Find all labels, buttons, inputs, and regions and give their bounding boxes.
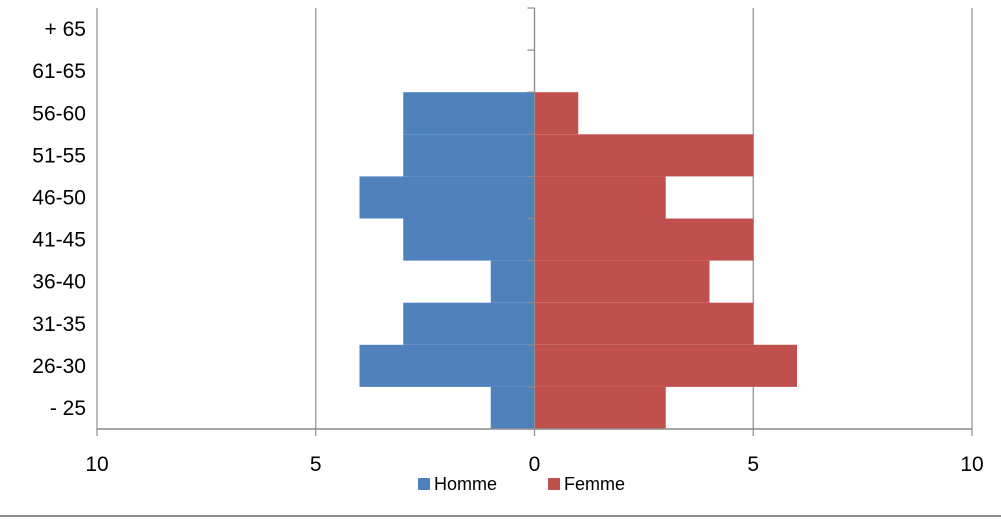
bars — [359, 92, 797, 429]
y-tick-label-0: - 25 — [50, 397, 86, 420]
y-tick-label-7: 56-60 — [32, 102, 86, 125]
y-tick-label-9: + 65 — [45, 18, 86, 41]
legend-label-femme: Femme — [564, 474, 625, 494]
bar-femme-6 — [534, 134, 754, 177]
bar-homme-2 — [403, 302, 535, 345]
y-tick-label-6: 51-55 — [32, 144, 86, 167]
bar-femme-4 — [534, 218, 754, 261]
bar-femme-7 — [534, 92, 579, 135]
bar-homme-7 — [403, 92, 535, 135]
axes: 10 5 0 5 10 - 25 26-30 31-35 36-40 41-45 46-50 51-5… — [32, 7, 984, 476]
y-tick-label-1: 26-30 — [32, 355, 86, 378]
x-tick-label-4: 10 — [960, 453, 983, 476]
y-tick-label-4: 41-45 — [32, 229, 86, 252]
bar-homme-4 — [403, 218, 535, 261]
x-tick-label-2: 0 — [529, 453, 541, 476]
y-tick-label-3: 36-40 — [32, 271, 86, 294]
bar-femme-2 — [534, 302, 754, 345]
x-tick-label-0: 10 — [85, 453, 108, 476]
bar-homme-0 — [490, 386, 535, 429]
legend-label-homme: Homme — [434, 474, 497, 494]
x-tick-label-1: 5 — [310, 453, 322, 476]
bar-homme-1 — [359, 344, 535, 387]
bar-femme-1 — [534, 344, 797, 387]
bar-femme-0 — [534, 386, 666, 429]
bar-homme-5 — [359, 176, 535, 219]
bar-femme-3 — [534, 260, 710, 303]
legend-swatch-homme — [418, 478, 430, 490]
legend: Homme Femme — [418, 474, 625, 494]
x-tick-label-3: 5 — [747, 453, 759, 476]
bar-homme-6 — [403, 134, 535, 177]
bar-femme-5 — [534, 176, 666, 219]
bar-homme-3 — [490, 260, 535, 303]
y-tick-label-5: 46-50 — [32, 186, 86, 209]
y-tick-label-2: 31-35 — [32, 313, 86, 336]
y-tick-label-8: 61-65 — [32, 60, 86, 83]
legend-swatch-femme — [548, 478, 560, 490]
